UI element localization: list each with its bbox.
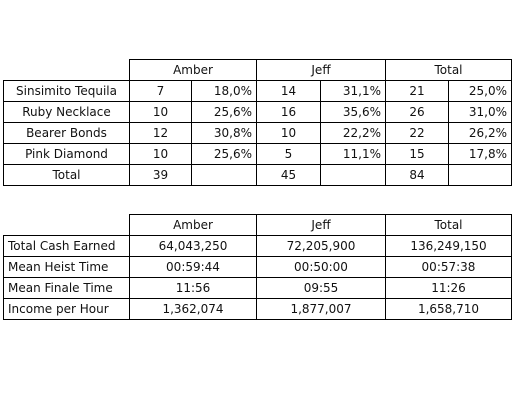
row-label: Sinsimito Tequila xyxy=(3,80,130,102)
amber-count: 12 xyxy=(129,122,192,144)
blank-header-cell xyxy=(4,215,130,236)
row-label: Pink Diamond xyxy=(3,143,130,165)
total-value: 1,658,710 xyxy=(385,298,512,320)
column-header-jeff: Jeff xyxy=(256,214,386,236)
table-row: Sinsimito Tequila 7 18,0% 14 31,1% 21 25… xyxy=(3,80,512,102)
row-label: Bearer Bonds xyxy=(3,122,130,144)
table-header-row: Amber Jeff Total xyxy=(4,59,512,81)
amber-percent: 25,6% xyxy=(191,143,257,165)
amber-total: 39 xyxy=(129,164,192,186)
table-row: Pink Diamond 10 25,6% 5 11,1% 15 17,8% xyxy=(3,143,512,165)
jeff-value: 72,205,900 xyxy=(256,235,386,257)
amber-value: 00:59:44 xyxy=(129,256,257,278)
row-label: Ruby Necklace xyxy=(3,101,130,123)
column-header-total: Total xyxy=(385,214,512,236)
jeff-count: 14 xyxy=(256,80,321,102)
total-percent: 26,2% xyxy=(448,122,512,144)
amber-count: 10 xyxy=(129,143,192,165)
amber-count: 7 xyxy=(129,80,192,102)
table-row: Total Cash Earned 64,043,250 72,205,900 … xyxy=(3,235,512,257)
empty-cell xyxy=(320,164,386,186)
total-row-label: Total xyxy=(3,164,130,186)
amber-percent: 30,8% xyxy=(191,122,257,144)
total-value: 11:26 xyxy=(385,277,512,299)
total-count: 26 xyxy=(385,101,449,123)
group-header-jeff: Jeff xyxy=(256,59,386,81)
jeff-percent: 35,6% xyxy=(320,101,386,123)
jeff-value: 00:50:00 xyxy=(256,256,386,278)
table-row: Mean Heist Time 00:59:44 00:50:00 00:57:… xyxy=(3,256,512,278)
jeff-percent: 11,1% xyxy=(320,143,386,165)
table-row: Ruby Necklace 10 25,6% 16 35,6% 26 31,0% xyxy=(3,101,512,123)
jeff-count: 10 xyxy=(256,122,321,144)
total-count: 15 xyxy=(385,143,449,165)
empty-cell xyxy=(191,164,257,186)
empty-cell xyxy=(448,164,512,186)
row-label: Mean Heist Time xyxy=(3,256,130,278)
amber-value: 64,043,250 xyxy=(129,235,257,257)
total-value: 00:57:38 xyxy=(385,256,512,278)
table-header-row: Amber Jeff Total xyxy=(4,214,512,236)
jeff-total: 45 xyxy=(256,164,321,186)
earnings-table: Amber Jeff Total Total Cash Earned 64,04… xyxy=(3,214,512,320)
jeff-value: 1,877,007 xyxy=(256,298,386,320)
jeff-percent: 22,2% xyxy=(320,122,386,144)
jeff-count: 16 xyxy=(256,101,321,123)
column-header-amber: Amber xyxy=(129,214,257,236)
loot-count-table: Amber Jeff Total Sinsimito Tequila 7 18,… xyxy=(3,59,512,186)
blank-header-cell xyxy=(4,60,130,81)
amber-percent: 18,0% xyxy=(191,80,257,102)
row-label: Mean Finale Time xyxy=(3,277,130,299)
total-row: Total 39 45 84 xyxy=(3,164,512,186)
total-value: 136,249,150 xyxy=(385,235,512,257)
total-percent: 17,8% xyxy=(448,143,512,165)
table-row: Mean Finale Time 11:56 09:55 11:26 xyxy=(3,277,512,299)
total-percent: 31,0% xyxy=(448,101,512,123)
group-header-total: Total xyxy=(385,59,512,81)
jeff-count: 5 xyxy=(256,143,321,165)
amber-count: 10 xyxy=(129,101,192,123)
row-label: Income per Hour xyxy=(3,298,130,320)
total-percent: 25,0% xyxy=(448,80,512,102)
table-row: Bearer Bonds 12 30,8% 10 22,2% 22 26,2% xyxy=(3,122,512,144)
group-header-amber: Amber xyxy=(129,59,257,81)
amber-value: 11:56 xyxy=(129,277,257,299)
total-count: 22 xyxy=(385,122,449,144)
row-label: Total Cash Earned xyxy=(3,235,130,257)
table-row: Income per Hour 1,362,074 1,877,007 1,65… xyxy=(3,298,512,320)
amber-percent: 25,6% xyxy=(191,101,257,123)
jeff-percent: 31,1% xyxy=(320,80,386,102)
grand-total: 84 xyxy=(385,164,449,186)
amber-value: 1,362,074 xyxy=(129,298,257,320)
jeff-value: 09:55 xyxy=(256,277,386,299)
total-count: 21 xyxy=(385,80,449,102)
